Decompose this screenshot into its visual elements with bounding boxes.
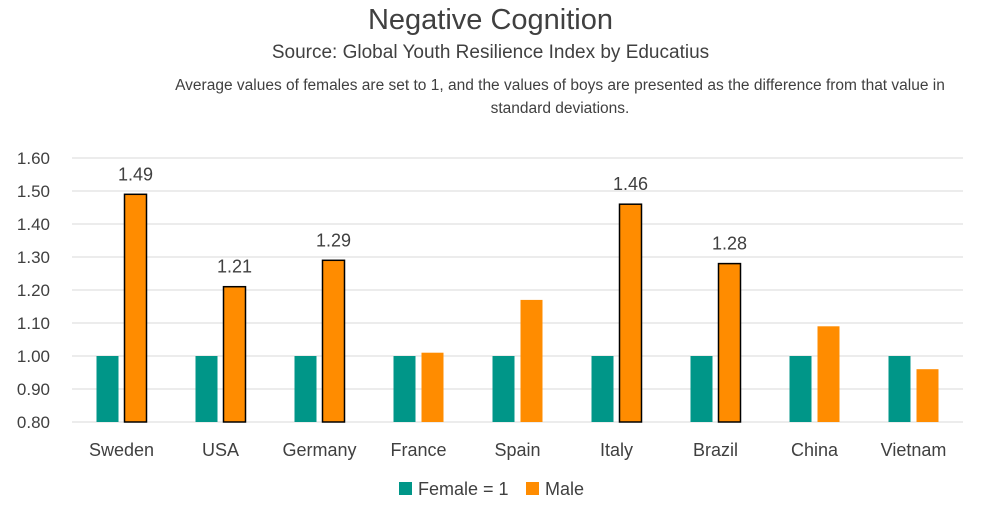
y-tick-label: 1.10 bbox=[17, 314, 50, 333]
y-tick-label: 0.80 bbox=[17, 413, 50, 432]
y-tick-label: 1.30 bbox=[17, 248, 50, 267]
bar-male-italy bbox=[618, 203, 643, 423]
y-tick-label: 1.40 bbox=[17, 215, 50, 234]
category-label: Germany bbox=[282, 440, 356, 460]
bar-female-germany bbox=[294, 356, 317, 422]
x-axis-categories: Sweden USA Germany France Spain Italy Brazil Ch… bbox=[89, 440, 946, 460]
chart-note: Average values of females are set to 1, … bbox=[175, 77, 945, 117]
y-tick-label: 1.00 bbox=[17, 347, 50, 366]
category-label: Sweden bbox=[89, 440, 154, 460]
bar-female-spain bbox=[492, 356, 515, 422]
legend: Female = 1 Male bbox=[399, 479, 584, 499]
category-label: France bbox=[390, 440, 446, 460]
data-label-male-brazil: 1.28 bbox=[712, 234, 747, 254]
chart-subtitle: Source: Global Youth Resilience Index by… bbox=[271, 42, 710, 63]
bar-male-usa bbox=[222, 285, 247, 423]
category-label: Italy bbox=[600, 440, 633, 460]
bar-male-vietnam bbox=[916, 369, 939, 422]
y-tick-label: 1.50 bbox=[17, 182, 50, 201]
category-label: Spain bbox=[494, 440, 540, 460]
category-label: Vietnam bbox=[881, 440, 947, 460]
bar-female-sweden bbox=[96, 356, 119, 422]
y-tick-label: 1.20 bbox=[17, 281, 50, 300]
legend-swatch-female bbox=[399, 482, 412, 495]
category-label: Brazil bbox=[693, 440, 738, 460]
data-labels: 1.49 1.21 1.29 1.46 1.28 bbox=[118, 164, 747, 276]
category-label: USA bbox=[202, 440, 239, 460]
legend-swatch-male bbox=[526, 482, 539, 495]
bar-female-brazil bbox=[690, 356, 713, 422]
bar-female-usa bbox=[195, 356, 218, 422]
bar-female-france bbox=[393, 356, 416, 422]
data-label-male-usa: 1.21 bbox=[217, 257, 252, 277]
bar-male-france bbox=[421, 352, 444, 422]
data-label-male-sweden: 1.49 bbox=[118, 164, 153, 184]
bars bbox=[96, 193, 939, 423]
bar-female-china bbox=[789, 356, 812, 422]
chart-title: Negative Cognition bbox=[367, 4, 614, 36]
bar-female-vietnam bbox=[888, 356, 911, 422]
data-label-male-italy: 1.46 bbox=[613, 174, 648, 194]
grid-lines bbox=[72, 157, 963, 423]
bar-male-germany bbox=[321, 259, 346, 423]
y-tick-label: 1.60 bbox=[17, 149, 50, 168]
bar-male-brazil bbox=[717, 262, 742, 423]
bar-male-china bbox=[817, 326, 840, 422]
legend-label-female: Female = 1 bbox=[418, 479, 509, 499]
bar-female-italy bbox=[591, 356, 614, 422]
y-axis-ticks: 0.80 0.90 1.00 1.10 1.20 1.30 1.40 1.50 1.60 bbox=[17, 149, 50, 432]
legend-label-male: Male bbox=[545, 479, 584, 499]
data-label-male-germany: 1.29 bbox=[316, 230, 351, 250]
y-tick-label: 0.90 bbox=[17, 380, 50, 399]
bar-male-sweden bbox=[123, 193, 148, 423]
category-label: China bbox=[791, 440, 839, 460]
bar-male-spain bbox=[520, 299, 543, 422]
